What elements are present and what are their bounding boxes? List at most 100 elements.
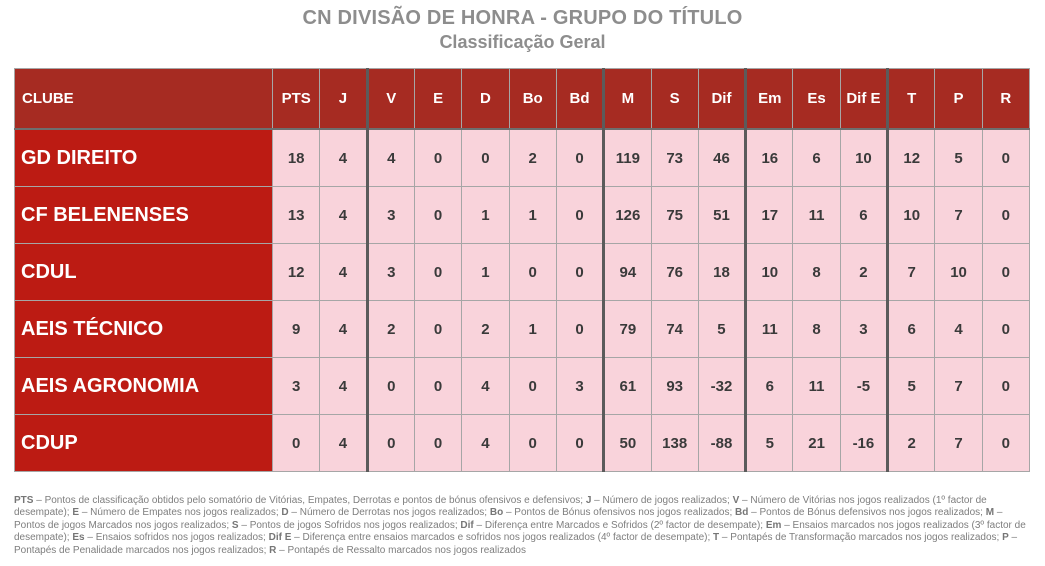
- value-cell-d: 4: [461, 357, 510, 415]
- page-title: CN DIVISÃO DE HONRA - GRUPO DO TÍTULO: [302, 7, 743, 29]
- legend-abbr: Bo: [489, 507, 504, 519]
- value-cell-dif-e: -5: [839, 357, 889, 415]
- value-cell-dif-e: 6: [839, 186, 889, 244]
- legend-text: – Ensaios sofridos nos jogos realizados;: [84, 532, 269, 544]
- value-cell-s: 73: [650, 128, 699, 187]
- legend-abbr: V: [732, 495, 740, 506]
- value-cell-dif: 46: [697, 128, 747, 187]
- value-cell-r: 0: [981, 300, 1031, 358]
- value-cell-r: 0: [981, 414, 1031, 472]
- column-header-r: R: [981, 68, 1031, 130]
- column-header-s: S: [650, 68, 699, 130]
- column-header-dif: Dif: [697, 68, 747, 130]
- value-cell-pts: 12: [271, 243, 321, 301]
- legend: PTS – Pontos de classificação obtidos pe…: [14, 495, 1032, 557]
- club-name-cell: CF BELENENSES: [14, 186, 273, 244]
- legend-text: – Número de Empates nos jogos realizados…: [79, 507, 282, 519]
- legend-text: – Pontos de jogos Sofridos nos jogos rea…: [238, 519, 461, 531]
- legend-abbr: D: [281, 507, 289, 519]
- value-cell-m: 126: [602, 186, 652, 244]
- column-header-pts: PTS: [271, 68, 321, 130]
- value-cell-p: 5: [934, 128, 983, 187]
- club-name-cell: GD DIREITO: [14, 128, 273, 187]
- value-cell-em: 17: [744, 186, 794, 244]
- value-cell-s: 76: [650, 243, 699, 301]
- value-cell-j: 4: [319, 243, 368, 301]
- value-cell-bo: 0: [508, 414, 557, 472]
- value-cell-pts: 0: [271, 414, 321, 472]
- value-cell-d: 1: [461, 243, 510, 301]
- legend-text: – Ensaios marcados nos jogos realizados …: [14, 519, 1026, 544]
- legend-abbr: M: [985, 507, 995, 519]
- value-cell-bo: 0: [508, 243, 557, 301]
- value-cell-e: 0: [413, 300, 463, 358]
- column-header-m: M: [602, 68, 652, 130]
- value-cell-dif-e: 2: [839, 243, 889, 301]
- value-cell-es: 6: [792, 128, 841, 187]
- legend-abbr: Em: [765, 519, 782, 531]
- value-cell-s: 74: [650, 300, 699, 358]
- value-cell-j: 4: [319, 357, 368, 415]
- table-row: AEIS TÉCNICO 9 4 2 0 2 1 0 79 74 5 11 8 3 6 4 0: [14, 300, 1031, 358]
- table-row: CF BELENENSES 13 4 3 0 1 1 0 126 75 51 17 11 6 10 7 0: [14, 186, 1031, 244]
- column-header-p: P: [934, 68, 983, 130]
- column-header-dif-e: Dif E: [839, 68, 889, 130]
- value-cell-v: 4: [365, 128, 415, 187]
- legend-text: – Pontapés de Ressalto marcados nos jogo…: [276, 544, 526, 556]
- legend-text: – Pontos de Bónus ofensivos nos jogos re…: [503, 507, 735, 519]
- value-cell-d: 0: [461, 128, 510, 187]
- value-cell-es: 8: [792, 243, 841, 301]
- title-block: CN DIVISÃO DE HONRA - GRUPO DO TÍTULO Cl…: [0, 6, 1045, 54]
- value-cell-j: 4: [319, 414, 368, 472]
- column-header-v: V: [365, 68, 415, 130]
- legend-text: – Diferença entre ensaios marcados e sof…: [291, 532, 714, 544]
- value-cell-p: 7: [934, 414, 983, 472]
- value-cell-m: 50: [602, 414, 652, 472]
- value-cell-v: 2: [365, 300, 415, 358]
- value-cell-bo: 0: [508, 357, 557, 415]
- value-cell-e: 0: [413, 128, 463, 187]
- value-cell-bo: 2: [508, 128, 557, 187]
- value-cell-j: 4: [319, 186, 368, 244]
- club-name-cell: CDUL: [14, 243, 273, 301]
- value-cell-pts: 13: [271, 186, 321, 244]
- legend-abbr: T: [713, 532, 720, 544]
- value-cell-e: 0: [413, 186, 463, 244]
- value-cell-dif: 51: [697, 186, 747, 244]
- value-cell-r: 0: [981, 128, 1031, 187]
- column-header-d: D: [461, 68, 510, 130]
- legend-abbr: Dif: [460, 519, 474, 531]
- value-cell-d: 2: [461, 300, 510, 358]
- value-cell-bd: 0: [555, 243, 605, 301]
- legend-abbr: P: [1002, 532, 1009, 544]
- table-row: CDUL 12 4 3 0 1 0 0 94 76 18 10 8 2 7 10 0: [14, 243, 1031, 301]
- value-cell-bd: 0: [555, 414, 605, 472]
- value-cell-t: 5: [886, 357, 936, 415]
- value-cell-t: 7: [886, 243, 936, 301]
- value-cell-v: 3: [365, 186, 415, 244]
- value-cell-e: 0: [413, 357, 463, 415]
- value-cell-d: 4: [461, 414, 510, 472]
- value-cell-em: 5: [744, 414, 794, 472]
- column-header-bd: Bd: [555, 68, 605, 130]
- column-header-j: J: [319, 68, 368, 130]
- value-cell-em: 10: [744, 243, 794, 301]
- legend-text: – Pontos de classificação obtidos pelo s…: [33, 495, 586, 506]
- value-cell-v: 0: [365, 357, 415, 415]
- column-header-t: T: [886, 68, 936, 130]
- value-cell-es: 8: [792, 300, 841, 358]
- legend-text: – Número de Vitórias nos jogos realizado…: [14, 495, 987, 519]
- legend-abbr: J: [585, 495, 592, 506]
- legend-text: – Pontos de jogos Marcados nos jogos rea…: [14, 507, 1003, 531]
- legend-text: – Número de jogos realizados;: [591, 495, 733, 506]
- legend-abbr: PTS: [14, 495, 34, 506]
- column-header-clube: CLUBE: [14, 68, 273, 130]
- value-cell-p: 7: [934, 357, 983, 415]
- value-cell-t: 6: [886, 300, 936, 358]
- value-cell-bo: 1: [508, 186, 557, 244]
- value-cell-p: 10: [934, 243, 983, 301]
